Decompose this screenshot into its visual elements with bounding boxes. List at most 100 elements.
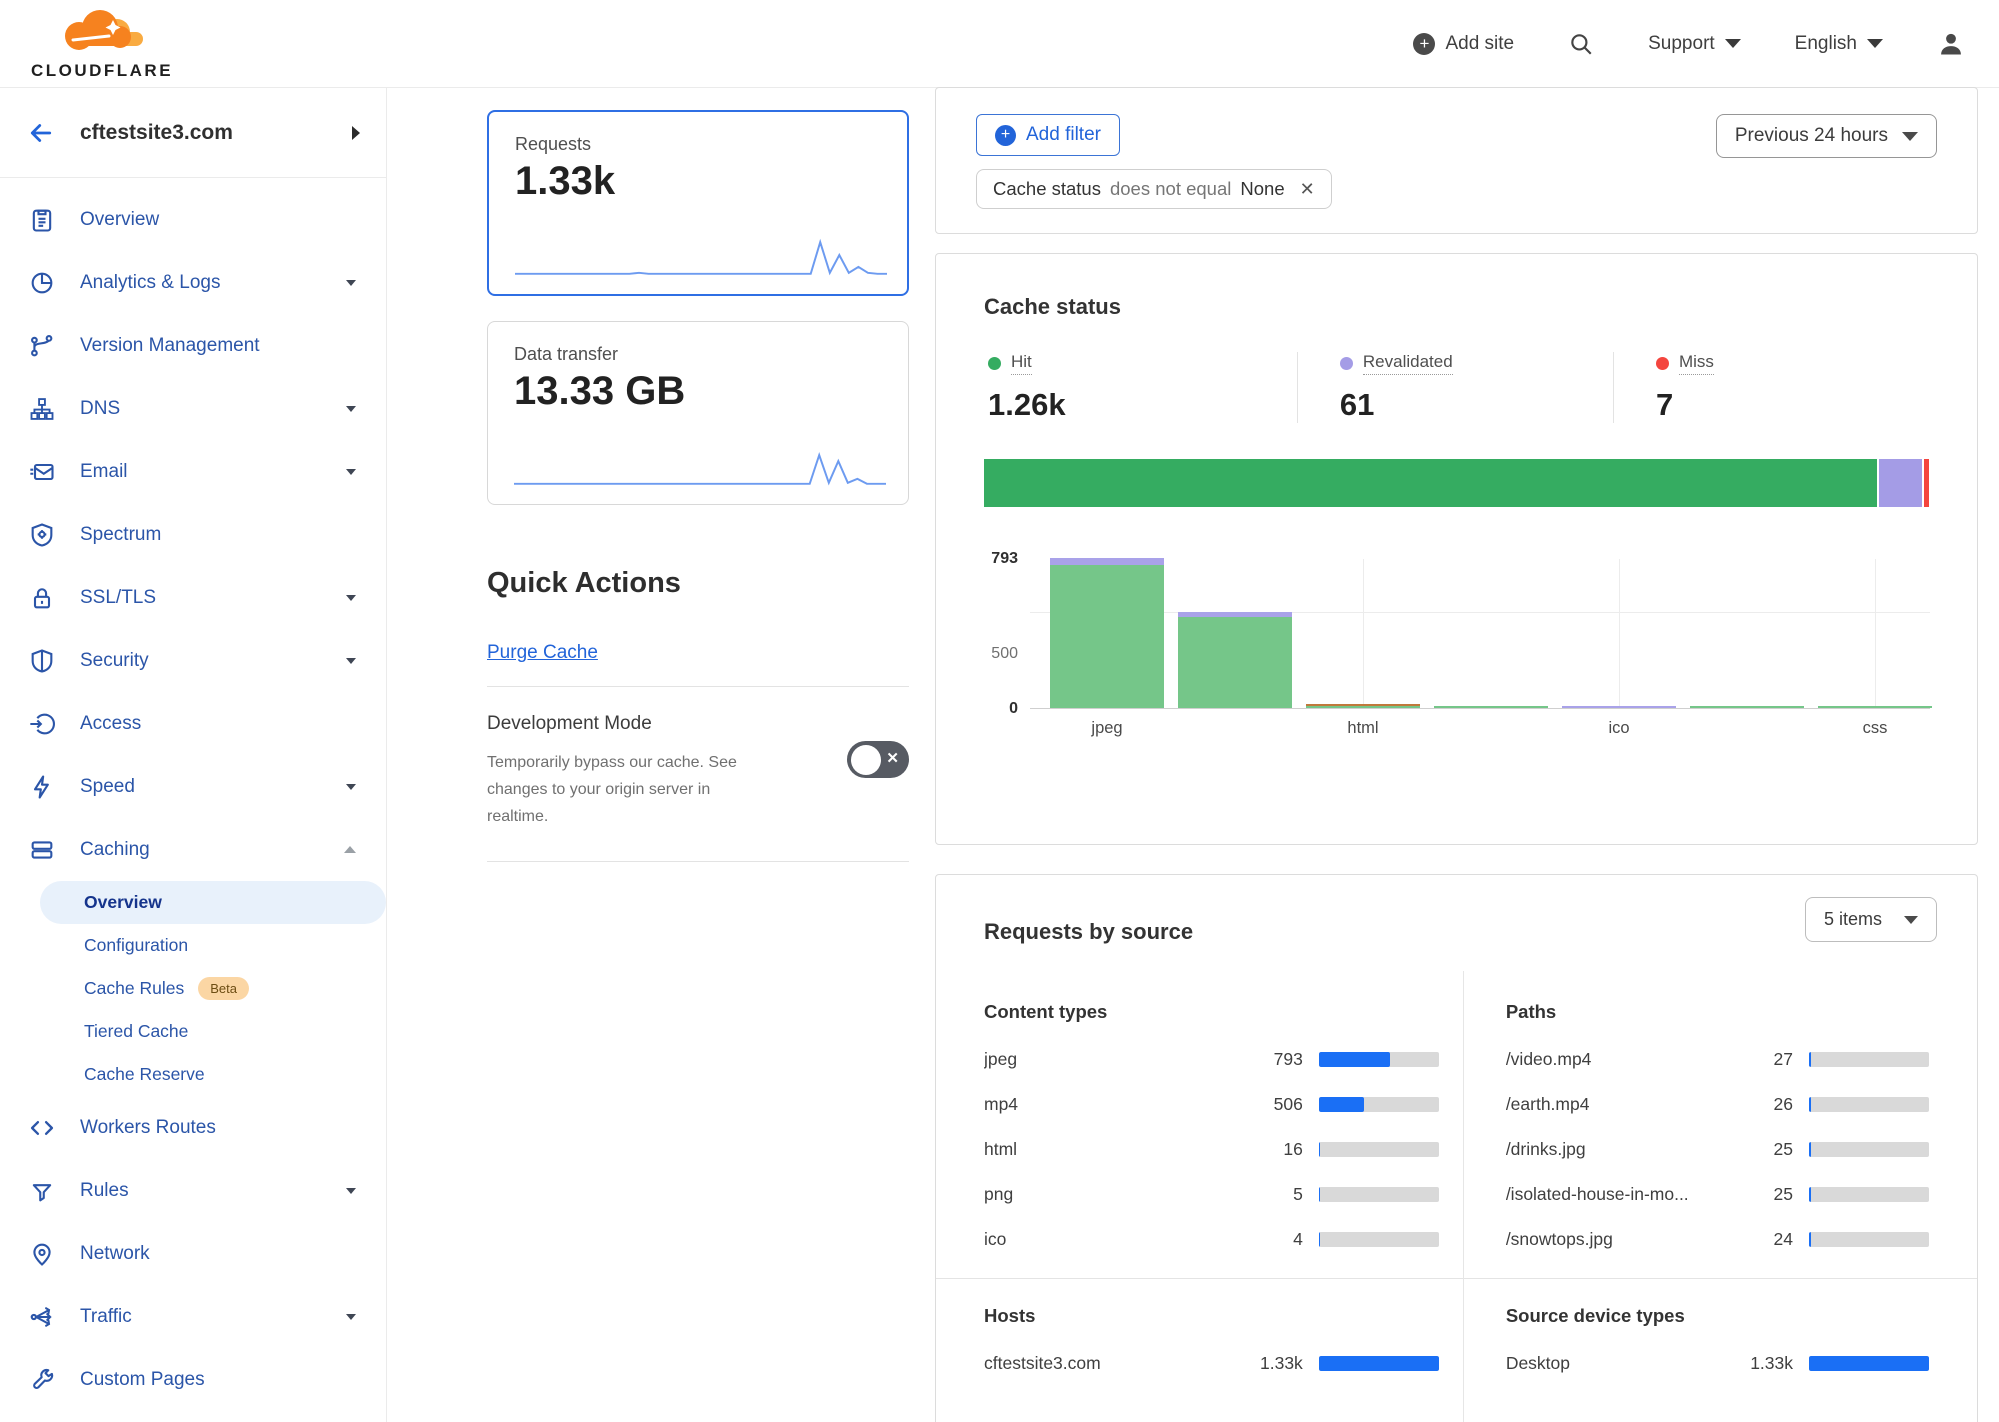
- remove-filter-icon[interactable]: ✕: [1299, 178, 1315, 199]
- sidebar-item-traffic[interactable]: Traffic: [0, 1285, 386, 1348]
- add-filter-button[interactable]: + Add filter: [976, 114, 1120, 156]
- sidebar-item-dns[interactable]: DNS: [0, 377, 386, 440]
- sidebar-subitem-cache-reserve[interactable]: Cache Reserve: [0, 1053, 386, 1096]
- back-arrow-icon[interactable]: [26, 118, 56, 148]
- code-icon: [30, 1120, 54, 1135]
- server-stack-icon: [31, 840, 53, 859]
- content-types-header: Content types: [984, 1001, 1108, 1022]
- chevron-down-icon: [346, 1313, 356, 1320]
- divider: [487, 686, 909, 687]
- source-row: /isolated-house-in-mo... 25: [1506, 1172, 1929, 1217]
- stat-label-revalidated[interactable]: Revalidated: [1362, 352, 1453, 375]
- stat-dot: [1655, 357, 1669, 370]
- cloudflare-logo[interactable]: CLOUDFLARE: [22, 6, 182, 81]
- items-count-select[interactable]: 5 items: [1804, 897, 1937, 942]
- add-site-button[interactable]: + Add site: [1413, 32, 1514, 55]
- stat-label-hit[interactable]: Hit: [1011, 352, 1032, 375]
- sidebar-item-label: Analytics & Logs: [80, 271, 221, 293]
- purge-cache-link[interactable]: Purge Cache: [487, 642, 598, 663]
- source-bar-track: [1318, 1232, 1439, 1247]
- sidebar-item-label: Access: [80, 712, 142, 734]
- gridline-500: [1030, 612, 1930, 614]
- cache-status-stats: Hit 1.26k Revalidated 61 Miss 7: [984, 352, 1929, 423]
- source-value: 793: [1273, 1049, 1303, 1069]
- source-bar-fill: [1809, 1142, 1812, 1157]
- vertical-gridline: [1363, 559, 1364, 708]
- x-tick-label: jpeg: [1091, 719, 1123, 737]
- content-bar-labels: jpeg html ico css: [1030, 709, 1930, 739]
- plus-icon: +: [995, 124, 1016, 146]
- plus-icon: +: [1413, 32, 1436, 55]
- sidebar-subitem-tiered-cache[interactable]: Tiered Cache: [0, 1010, 386, 1053]
- sidebar-subitem-caching-overview[interactable]: Overview: [40, 881, 386, 924]
- source-row: ico 4: [984, 1217, 1439, 1262]
- sidebar: cftestsite3.com Overview Analytics & Log…: [0, 88, 387, 1422]
- sidebar-item-ssl-tls[interactable]: SSL/TLS: [0, 566, 386, 629]
- sidebar-item-custom-pages[interactable]: Custom Pages: [0, 1348, 386, 1411]
- source-bar-track: [1318, 1142, 1439, 1157]
- data-transfer-label: Data transfer: [514, 344, 619, 364]
- sidebar-item-workers-routes[interactable]: Workers Routes: [0, 1096, 386, 1159]
- pie-chart-icon: [31, 272, 53, 293]
- development-mode-toggle[interactable]: ✕: [847, 741, 909, 778]
- hosts-devices-section: Hosts cftestsite3.com 1.33k Source device…: [936, 1278, 1977, 1386]
- sidebar-item-speed[interactable]: Speed: [0, 755, 386, 818]
- chevron-down-icon: [346, 279, 356, 286]
- source-row: mp4 506: [984, 1082, 1439, 1127]
- sidebar-item-access[interactable]: Access: [0, 692, 386, 755]
- cache-stat: Miss 7: [1612, 352, 1929, 423]
- data-transfer-metric-card[interactable]: Data transfer 13.33 GB: [487, 321, 909, 505]
- top-bar: CLOUDFLARE + Add site Support English: [0, 0, 1999, 88]
- shield-badge-icon: [31, 522, 53, 547]
- filter-panel: + Add filter Cache status does not equal…: [935, 87, 1978, 234]
- sidebar-subitem-cache-rules[interactable]: Cache Rules Beta: [0, 967, 386, 1010]
- sidebar-item-rules[interactable]: Rules: [0, 1159, 386, 1222]
- bar-css-hit: [1818, 706, 1932, 708]
- padlock-icon: [33, 587, 51, 608]
- toggle-knob: [851, 744, 881, 775]
- requests-metric-card[interactable]: Requests 1.33k: [487, 110, 909, 296]
- x-tick-label: html: [1347, 719, 1379, 737]
- sidebar-item-label: Workers Routes: [80, 1116, 216, 1138]
- sidebar-item-caching[interactable]: Caching: [0, 818, 386, 881]
- paths-list: /video.mp4 27/earth.mp4 26/drinks.jpg 25/is…: [1506, 1037, 1929, 1262]
- stat-label-miss[interactable]: Miss: [1678, 352, 1714, 375]
- support-label: Support: [1648, 32, 1715, 54]
- filter-value: None: [1240, 178, 1285, 199]
- stat-dot: [988, 357, 1001, 370]
- y-tick-793: 793: [991, 550, 1018, 567]
- source-bar-track: [1809, 1356, 1929, 1371]
- time-range-select[interactable]: Previous 24 hours: [1715, 114, 1937, 158]
- sidebar-item-overview[interactable]: Overview: [0, 188, 386, 251]
- source-row: /earth.mp4 26: [1506, 1082, 1929, 1127]
- dns-tree-icon: [30, 397, 54, 420]
- source-label: mp4: [984, 1094, 1019, 1114]
- language-menu[interactable]: English: [1795, 33, 1883, 55]
- sidebar-item-spectrum[interactable]: Spectrum: [0, 503, 386, 566]
- sidebar-item-label: Security: [80, 649, 149, 671]
- hosts-list: cftestsite3.com 1.33k: [984, 1341, 1439, 1386]
- sidebar-item-version-management[interactable]: Version Management: [0, 314, 386, 377]
- search-icon[interactable]: [1568, 31, 1594, 57]
- y-tick-500: 500: [991, 645, 1018, 662]
- sidebar-item-label: Custom Pages: [80, 1368, 205, 1390]
- stat-value-revalidated: 61: [1339, 387, 1375, 422]
- sidebar-item-email[interactable]: Email: [0, 440, 386, 503]
- sidebar-item-label: Network: [80, 1242, 150, 1264]
- location-pin-icon: [33, 1243, 51, 1266]
- source-bar-track: [1809, 1232, 1929, 1247]
- site-switcher-caret-icon[interactable]: [352, 125, 360, 140]
- source-bar-fill: [1809, 1232, 1812, 1247]
- sidebar-item-security[interactable]: Security: [0, 629, 386, 692]
- sidebar-item-analytics-logs[interactable]: Analytics & Logs: [0, 251, 386, 314]
- source-row: png 5: [984, 1172, 1439, 1217]
- user-avatar-icon[interactable]: [1937, 30, 1965, 58]
- content-bar-plot: [1030, 558, 1932, 709]
- source-row: /video.mp4 27: [1506, 1037, 1929, 1082]
- active-filter-pill[interactable]: Cache status does not equal None ✕: [976, 169, 1332, 209]
- support-menu[interactable]: Support: [1648, 33, 1741, 55]
- sidebar-subitem-configuration[interactable]: Configuration: [0, 924, 386, 967]
- sidebar-item-network[interactable]: Network: [0, 1222, 386, 1285]
- requests-label: Requests: [515, 134, 592, 154]
